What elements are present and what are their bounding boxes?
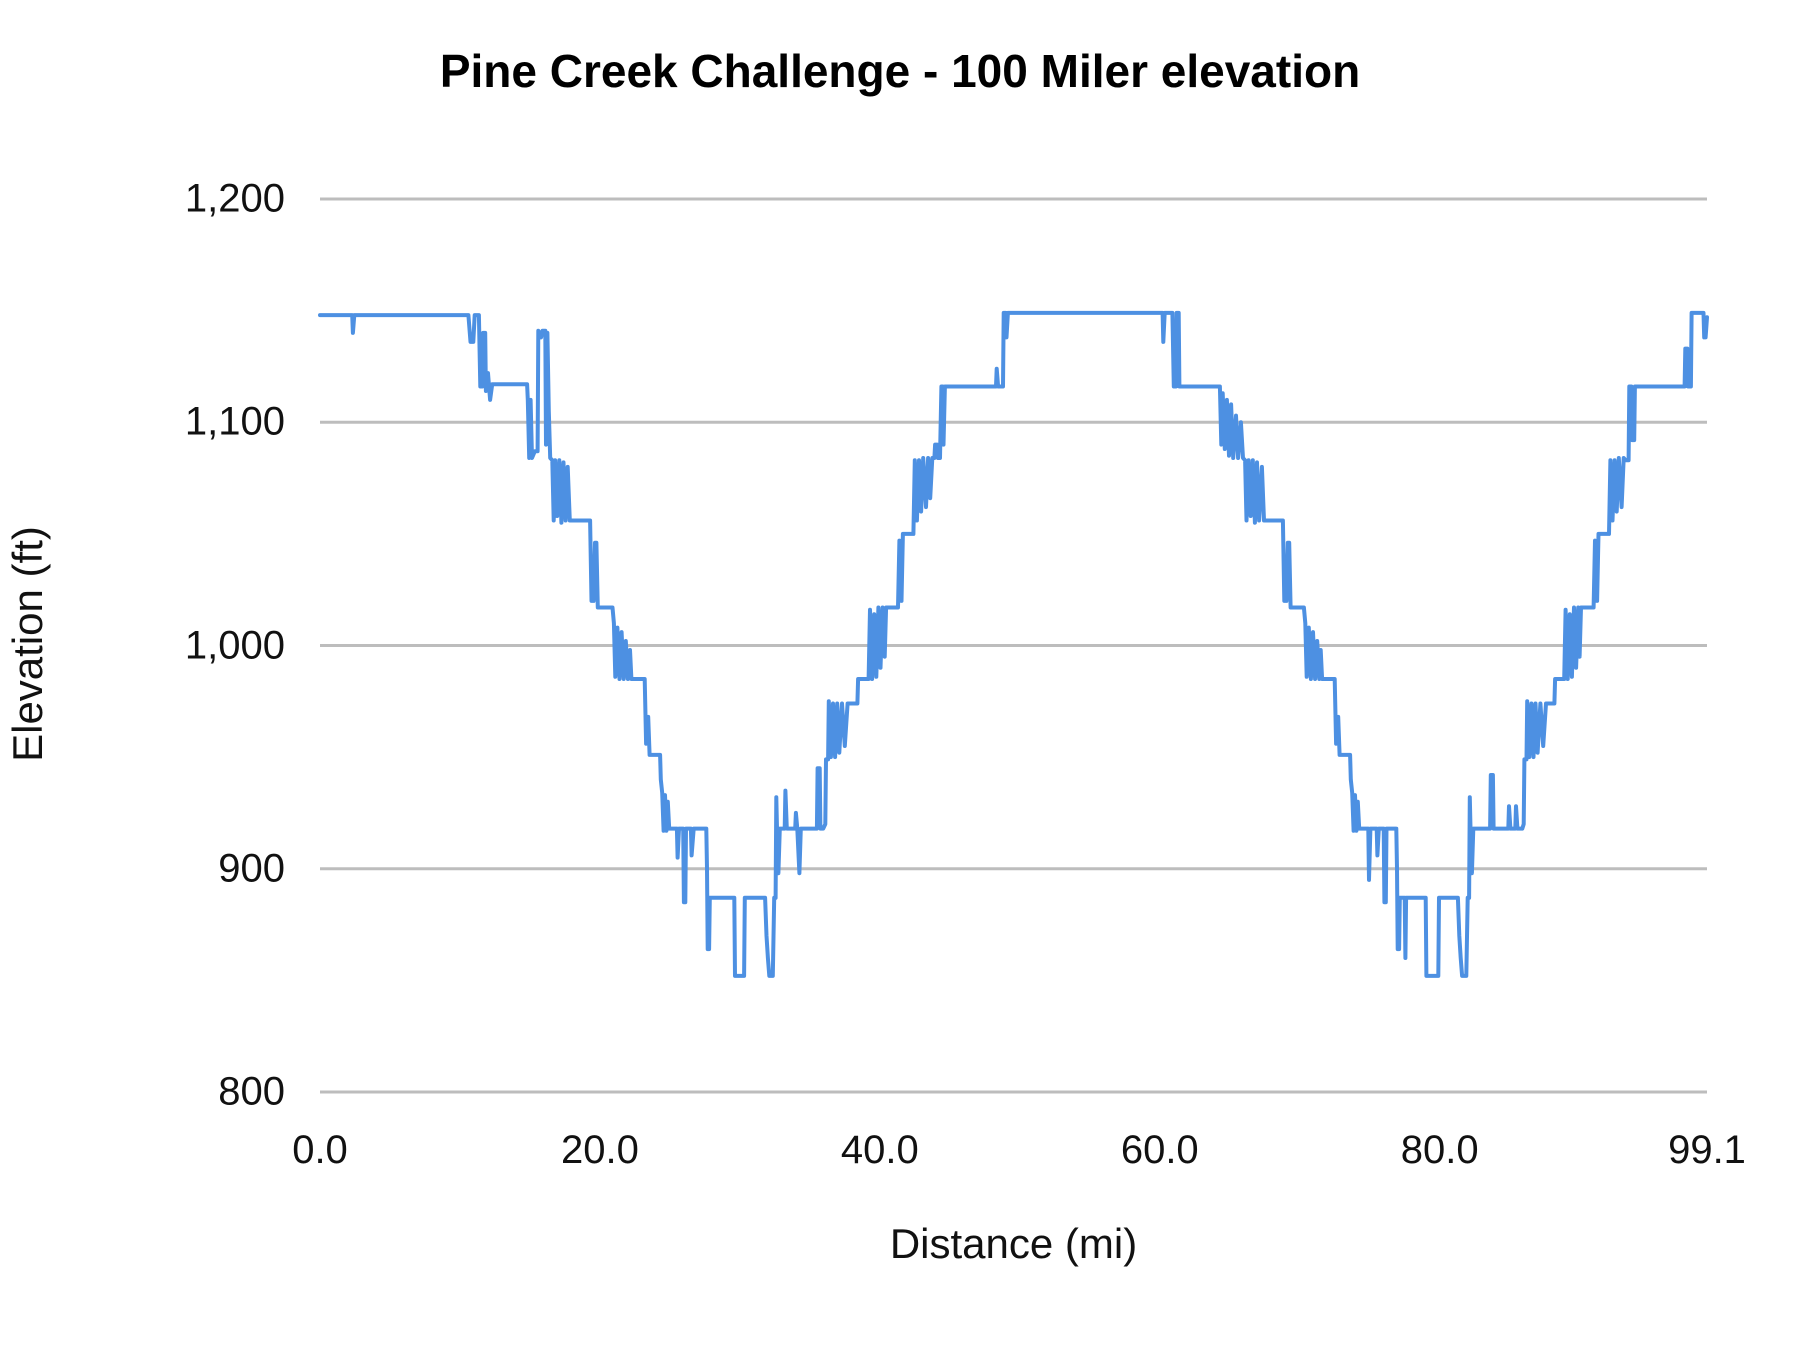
y-tick-800: 800: [218, 1069, 285, 1114]
x-tick-40.0: 40.0: [840, 1128, 919, 1172]
x-tick-60.0: 60.0: [1120, 1128, 1199, 1172]
y-tick-1,100: 1,100: [184, 399, 285, 444]
x-tick-20.0: 20.0: [560, 1128, 639, 1172]
elevation-profile-line: [318, 310, 1709, 978]
y-tick-900: 900: [218, 846, 285, 891]
y-tick-1,000: 1,000: [184, 623, 285, 667]
x-axis-title: Distance (mi): [889, 1220, 1138, 1267]
gridlines: [320, 197, 1707, 1094]
x-tick-99.1: 99.1: [1668, 1128, 1746, 1172]
x-tick-0.0: 0.0: [292, 1128, 348, 1172]
y-tick-1,200: 1,200: [184, 176, 285, 221]
chart-title: Pine Creek Challenge - 100 Miler elevati…: [439, 45, 1361, 97]
x-tick-80.0: 80.0: [1400, 1128, 1479, 1172]
